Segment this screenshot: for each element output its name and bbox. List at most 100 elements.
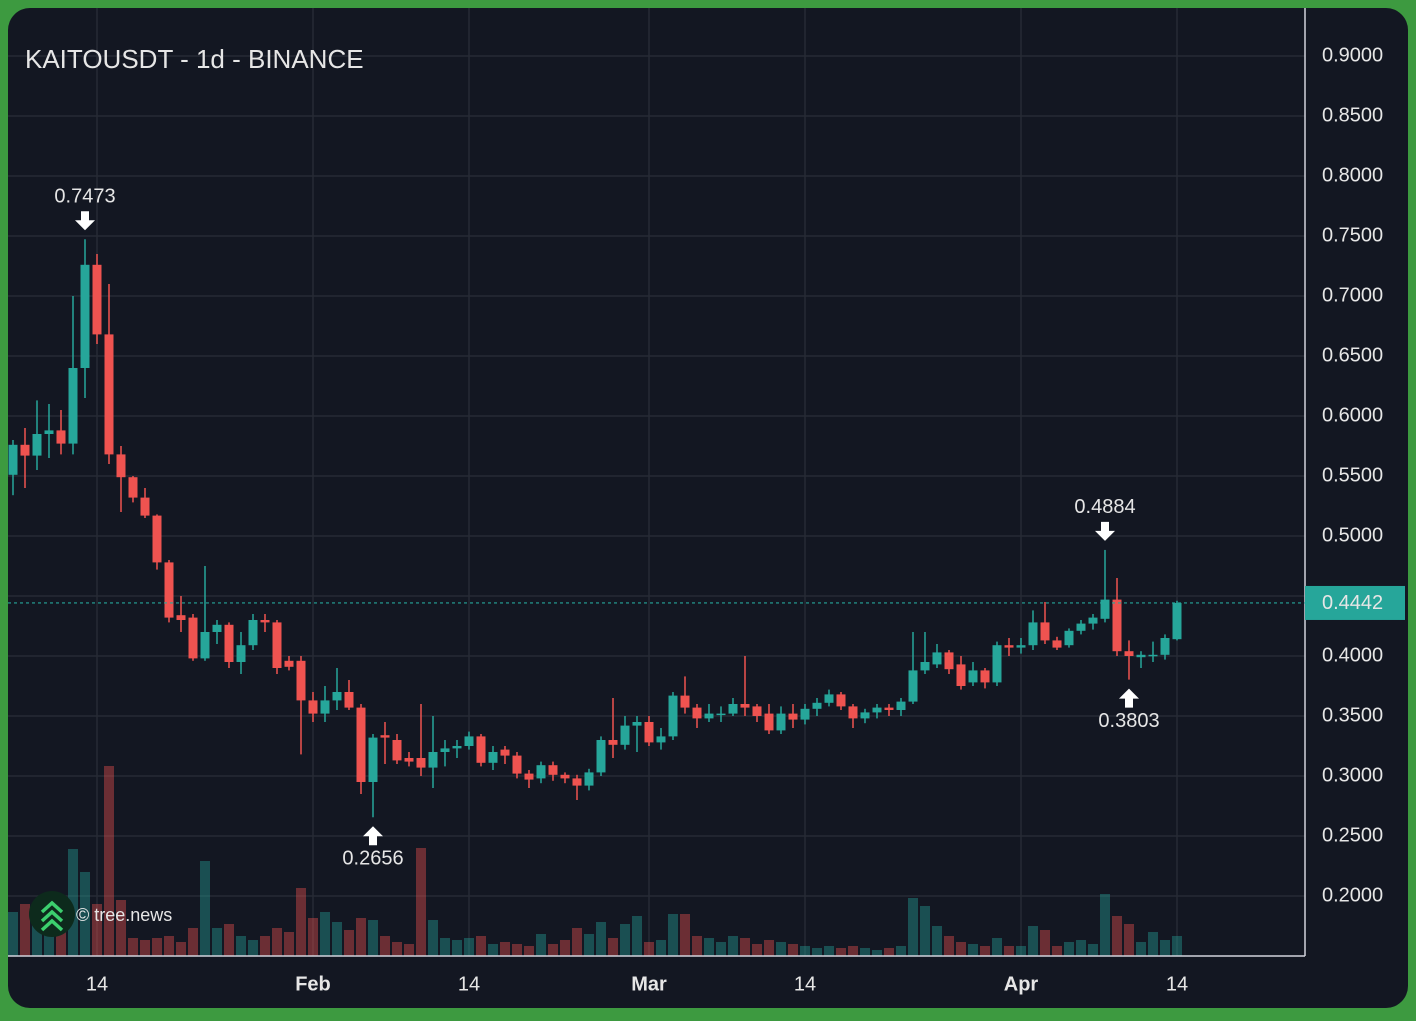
watermark-logo	[29, 891, 75, 937]
x-tick-label: 14	[458, 973, 480, 995]
plot-area	[8, 8, 1305, 956]
volume-bar	[956, 942, 966, 956]
volume-bar	[632, 916, 642, 956]
volume-bar	[908, 898, 918, 956]
volume-bar	[752, 944, 762, 956]
candle-body	[368, 737, 378, 782]
candle-body	[512, 755, 522, 774]
volume-bar	[1136, 942, 1146, 956]
candle-body	[716, 713, 726, 716]
candle-body	[128, 477, 138, 498]
candle-body	[1040, 622, 1050, 641]
candle-body	[188, 617, 198, 659]
candle-body	[500, 749, 510, 756]
volume-bar	[692, 936, 702, 956]
candle-body	[404, 758, 414, 762]
volume-bar	[1028, 926, 1038, 956]
volume-bar	[476, 936, 486, 956]
volume-bar	[596, 922, 606, 956]
volume-bar	[980, 946, 990, 956]
volume-bar	[140, 940, 150, 956]
candle-body	[1016, 645, 1026, 648]
volume-bar	[68, 849, 78, 956]
volume-bar	[812, 948, 822, 956]
candle-body	[1172, 602, 1182, 640]
volume-bar	[524, 946, 534, 956]
y-tick-label: 0.9000	[1322, 44, 1383, 66]
candle-body	[956, 664, 966, 686]
candle-body	[1136, 654, 1146, 658]
annotation-label: 0.2656	[342, 848, 403, 870]
candle-body	[992, 645, 1002, 683]
candle-body	[704, 713, 714, 719]
candle-body	[560, 774, 570, 779]
volume-bar	[1100, 894, 1110, 956]
volume-bar	[236, 936, 246, 956]
volume-bar	[332, 922, 342, 956]
volume-bar	[164, 936, 174, 956]
candle-body	[644, 722, 654, 743]
volume-bar	[536, 934, 546, 956]
volume-bar	[1040, 930, 1050, 956]
chart-title: KAITOUSDT - 1d - BINANCE	[25, 44, 364, 74]
y-tick-label: 0.3000	[1322, 764, 1383, 786]
volume-bar	[416, 848, 426, 956]
candle-body	[968, 670, 978, 683]
panel	[8, 8, 1408, 1008]
candle-body	[740, 704, 750, 708]
volume-bar	[1148, 932, 1158, 956]
volume-bar	[488, 944, 498, 956]
candle-body	[824, 694, 834, 703]
volume-bar	[32, 916, 42, 956]
y-tick-label: 0.6500	[1322, 344, 1383, 366]
candle-body	[1052, 640, 1062, 648]
x-tick-label: 14	[794, 973, 816, 995]
candle-body	[656, 736, 666, 743]
volume-bar	[152, 938, 162, 956]
volume-bar	[464, 938, 474, 956]
candle-body	[836, 694, 846, 707]
candle-body	[140, 497, 150, 516]
candle-body	[572, 778, 582, 786]
volume-bar	[512, 944, 522, 956]
volume-bar	[176, 942, 186, 956]
x-tick-label: Mar	[631, 973, 667, 995]
candle-body	[200, 632, 210, 659]
candle-body	[476, 736, 486, 763]
candle-body	[248, 620, 258, 646]
volume-bar	[680, 914, 690, 956]
volume-bar	[1124, 924, 1134, 956]
volume-bar	[428, 920, 438, 956]
candle-body	[392, 740, 402, 761]
volume-bar	[1160, 940, 1170, 956]
volume-bar	[308, 918, 318, 956]
volume-bar	[884, 948, 894, 956]
candle-body	[1160, 638, 1170, 655]
volume-bar	[56, 926, 66, 956]
candle-body	[284, 660, 294, 667]
volume-bar	[320, 912, 330, 956]
volume-bar	[8, 912, 18, 956]
candle-body	[68, 368, 78, 444]
candle-body	[920, 662, 930, 671]
candle-body	[788, 713, 798, 720]
volume-bar	[452, 940, 462, 956]
candle-body	[776, 713, 786, 731]
volume-bar	[296, 888, 306, 956]
volume-bar	[920, 906, 930, 956]
volume-bar	[572, 928, 582, 956]
last-price-label: 0.4442	[1322, 592, 1383, 614]
candle-body	[1088, 617, 1098, 624]
candle-body	[944, 652, 954, 670]
volume-bar	[548, 944, 558, 956]
candle-body	[488, 752, 498, 763]
candle-body	[980, 670, 990, 683]
y-tick-label: 0.8500	[1322, 104, 1383, 126]
volume-bar	[824, 946, 834, 956]
volume-bar	[224, 924, 234, 956]
candle-body	[1064, 630, 1074, 646]
volume-bar	[764, 940, 774, 956]
candle-body	[32, 434, 42, 456]
annotation-label: 0.7473	[54, 186, 115, 208]
volume-bar	[644, 942, 654, 956]
